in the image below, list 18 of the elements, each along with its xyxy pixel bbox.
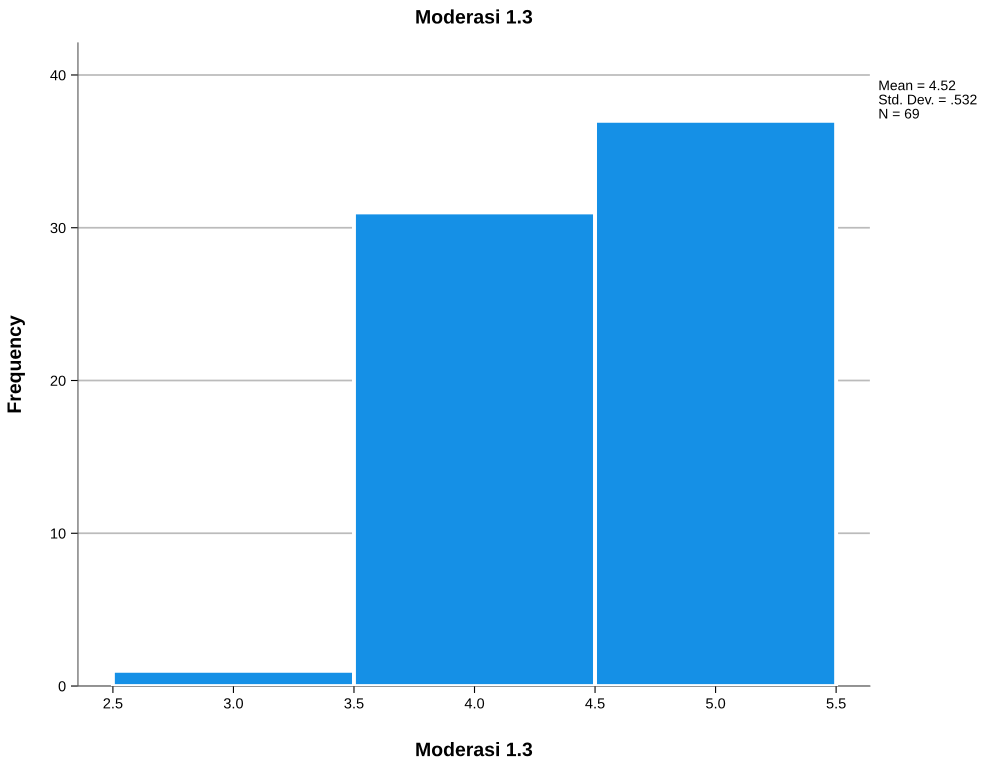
text: Mean = 4.52	[879, 80, 956, 90]
x-axis-title: Moderasi 1.3	[416, 742, 532, 756]
y-tick-label: 20	[50, 376, 66, 386]
x-tick-label: 5.5	[826, 698, 846, 709]
text: N = 69	[879, 108, 919, 119]
y-tick-label: 10	[51, 528, 66, 539]
y-axis-title: Frequency	[8, 315, 25, 412]
y-tick-label: 40	[50, 70, 66, 80]
x-tick-label: 2.5	[104, 698, 122, 709]
x-tick-label: 3.0	[224, 698, 244, 709]
y-tick-label: 30	[50, 222, 66, 234]
text: Std. Dev. = .532	[878, 94, 977, 104]
y-tick-label: 0	[58, 681, 66, 692]
chart-title: Moderasi 1.3	[416, 9, 532, 24]
x-tick-label: 4.5	[585, 698, 605, 709]
x-tick-label: 5.0	[706, 698, 726, 709]
x-tick-label: 3.5	[344, 698, 364, 709]
x-tick-label: 4.0	[464, 698, 484, 709]
